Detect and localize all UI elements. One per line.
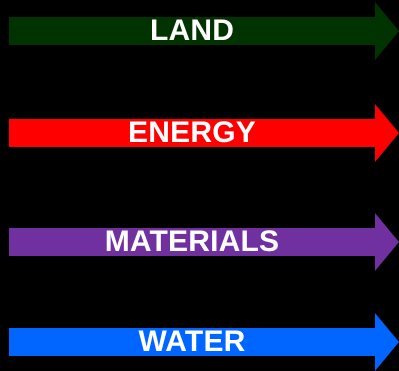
arrow-land-label: LAND bbox=[9, 2, 375, 60]
arrow-materials-label: MATERIALS bbox=[9, 213, 375, 271]
arrow-energy-label: ENERGY bbox=[9, 104, 375, 162]
arrow-materials: MATERIALS bbox=[9, 213, 399, 271]
arrow-water: WATER bbox=[9, 313, 399, 371]
arrow-water-label: WATER bbox=[9, 313, 375, 371]
arrow-land: LAND bbox=[9, 2, 399, 60]
arrow-energy: ENERGY bbox=[9, 104, 399, 162]
